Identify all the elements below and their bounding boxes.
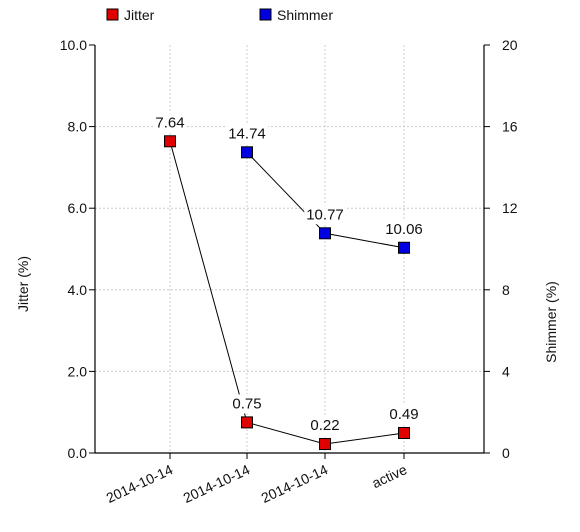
legend-label-shimmer: Shimmer: [277, 7, 333, 23]
legend-swatch-jitter: [106, 8, 119, 21]
grid: [95, 45, 484, 453]
marker-shimmer: [398, 241, 410, 254]
y-right-tick-label: 20: [502, 37, 518, 53]
y-left-tick-label: 0.0: [68, 445, 88, 461]
data-label-shimmer: 10.77: [306, 206, 344, 223]
data-label-bg: [226, 124, 268, 144]
x-category-label: 2014-10-14: [104, 461, 176, 506]
y-left-tick-label: 10.0: [60, 37, 87, 53]
y-left-tick-label: 2.0: [68, 363, 88, 379]
marker-shimmer: [319, 227, 331, 240]
marker-jitter: [398, 427, 410, 440]
y-right-tick-label: 4: [502, 363, 510, 379]
data-label-shimmer: 10.06: [385, 221, 423, 238]
marker-jitter: [241, 416, 253, 429]
data-label-jitter: 0.75: [232, 395, 261, 412]
y-right-tick-label: 8: [502, 282, 510, 298]
data-label-bg: [230, 394, 264, 414]
data-label-bg: [383, 219, 425, 239]
legend-label-jitter: Jitter: [124, 7, 155, 23]
y-right-axis-title: Shimmer (%): [543, 281, 559, 363]
data-label-jitter: 0.49: [389, 406, 418, 423]
x-category-label: 2014-10-14: [181, 461, 253, 506]
data-label-bg: [387, 405, 421, 425]
data-label-shimmer: 14.74: [228, 125, 266, 142]
y-left-axis-title: Jitter (%): [15, 256, 31, 312]
data-label-bg: [308, 416, 342, 436]
y-right-tick-label: 0: [502, 445, 510, 461]
x-category-label: active: [369, 461, 409, 491]
y-right-tick-label: 16: [502, 119, 518, 135]
marker-jitter: [164, 135, 176, 148]
data-label-bg: [304, 205, 346, 225]
series: [164, 135, 410, 451]
legend-swatch-shimmer: [259, 8, 272, 21]
y-left-tick-label: 6.0: [68, 200, 88, 216]
x-category-label: 2014-10-14: [259, 461, 331, 506]
y-left-tick-label: 4.0: [68, 282, 88, 298]
legend: Jitter Shimmer: [106, 7, 333, 23]
marker-shimmer: [241, 146, 253, 159]
data-label-bg: [153, 113, 187, 133]
data-label-jitter: 7.64: [155, 114, 184, 131]
y-right-tick-label: 12: [502, 200, 518, 216]
series-line-jitter: [169, 141, 405, 445]
y-left-tick-label: 8.0: [68, 119, 88, 135]
data-label-jitter: 0.22: [310, 417, 339, 434]
data-labels: 7.64 0.75 0.22 0.49 14.74 10.77 10.06: [153, 113, 425, 436]
marker-jitter: [319, 438, 331, 451]
